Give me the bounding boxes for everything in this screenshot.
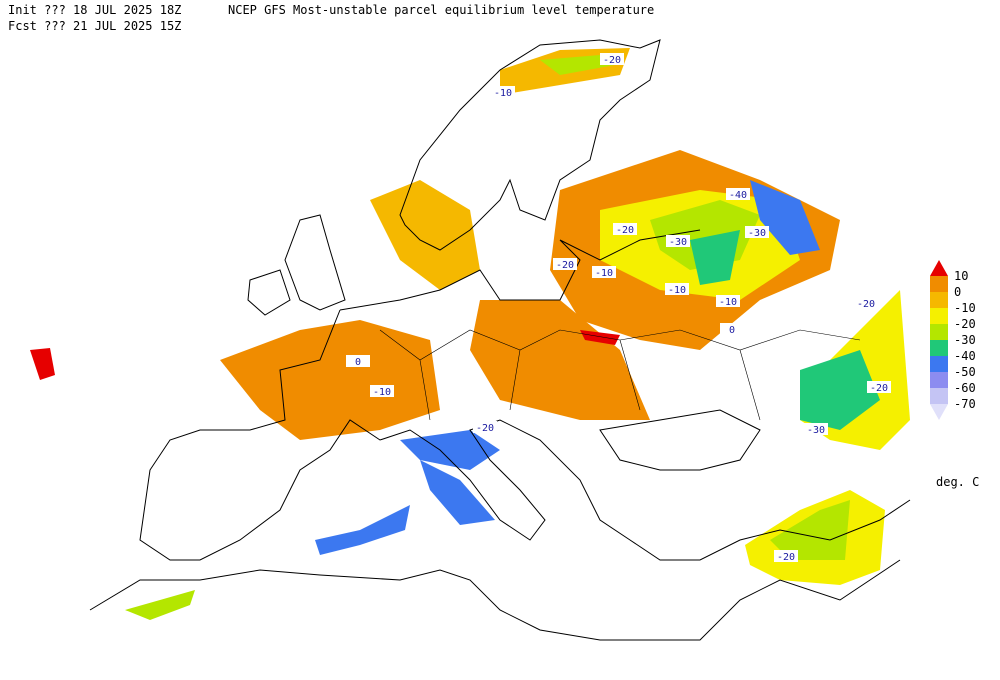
contour-label: -20: [556, 260, 574, 271]
contour-label-bg: [346, 355, 370, 367]
contour-label: -20: [476, 423, 494, 434]
contour-label-bg: [553, 258, 577, 270]
contour-label-bg: [745, 226, 769, 238]
contour-label-bg: [867, 381, 891, 393]
coast: [599, 409, 761, 471]
coast: [284, 214, 346, 311]
contour-label: -20: [777, 552, 795, 563]
contour-label-bg: [665, 283, 689, 295]
contour-label-bg: [473, 421, 497, 433]
coast: [139, 229, 911, 561]
colorbar-bin: [930, 388, 948, 404]
colorbar-bin: [930, 276, 948, 292]
field-patch: [470, 300, 650, 420]
init-label: Init ??? 18 JUL 2025 18Z: [8, 3, 181, 17]
colorbar-label: -70: [954, 397, 976, 411]
forecast-label: Fcst ??? 21 JUL 2025 15Z: [8, 19, 181, 33]
unit-label: deg. C: [936, 475, 979, 489]
contour-labels: -20 -10 -40 -20 -30 -30 -20 -10 -10 -10 0 0 -10 -20 -2…: [346, 53, 891, 563]
contour-label: -20: [870, 383, 888, 394]
colorbar-label: -50: [954, 365, 976, 379]
contour-label: -20: [857, 299, 875, 310]
field: [30, 48, 910, 620]
colorbar: 10 0 -10 -20 -30 -40 -50 -60 -70: [930, 260, 976, 420]
field-patch: [315, 505, 410, 555]
field-patch: [220, 320, 440, 440]
contour-label-bg: [592, 266, 616, 278]
field-patch: [750, 180, 820, 255]
field-patch: [770, 500, 850, 560]
field-patch: [540, 55, 615, 75]
contour-label: -20: [616, 225, 634, 236]
colorbar-bin: [930, 324, 948, 340]
coast: [247, 269, 291, 316]
field-patch: [690, 230, 740, 285]
field-patch: [30, 348, 55, 380]
colorbar-label: -60: [954, 381, 976, 395]
colorbar-label: -20: [954, 317, 976, 331]
border: [379, 329, 861, 421]
contour-label-bg: [491, 86, 515, 98]
field-patch: [580, 330, 620, 345]
colorbar-bin: [930, 356, 948, 372]
contour-label-bg: [600, 53, 624, 65]
contour-label: -30: [669, 237, 687, 248]
contour-label: -10: [668, 285, 686, 296]
contour-label-bg: [854, 297, 878, 309]
colorbar-label: -10: [954, 301, 976, 315]
colorbar-triangle: [930, 260, 948, 276]
field-patch: [400, 430, 500, 470]
contour-label: -10: [595, 268, 613, 279]
coastlines: [89, 39, 911, 641]
contour-label-bg: [774, 550, 798, 562]
contour-label-bg: [720, 323, 744, 335]
contour-label: -20: [603, 55, 621, 66]
colorbar-bin: [930, 340, 948, 356]
contour-label: -30: [748, 228, 766, 239]
colorbar-label: -40: [954, 349, 976, 363]
contour-label-bg: [726, 188, 750, 200]
title: NCEP GFS Most-unstable parcel equilibriu…: [228, 3, 654, 17]
colorbar-bin: [930, 308, 948, 324]
contour-label-bg: [613, 223, 637, 235]
contour-label: -10: [373, 387, 391, 398]
colorbar-bin: [930, 292, 948, 308]
contour-label-bg: [370, 385, 394, 397]
colorbar-label: 10: [954, 269, 968, 283]
colorbar-bin: [930, 372, 948, 388]
field-patch: [370, 180, 480, 290]
contour-label-bg: [716, 295, 740, 307]
colorbar-triangle: [930, 404, 948, 420]
contour-label: -30: [807, 425, 825, 436]
contour-label: -10: [719, 297, 737, 308]
contour-label-bg: [804, 423, 828, 435]
coast: [399, 39, 661, 251]
field-patch: [420, 460, 495, 525]
contour-label: 0: [355, 357, 361, 368]
contour-label: 0: [729, 325, 735, 336]
coast: [89, 559, 901, 641]
colorbar-label: -30: [954, 333, 976, 347]
field-patch: [800, 350, 880, 430]
contour-label-bg: [666, 235, 690, 247]
colorbar-label: 0: [954, 285, 961, 299]
field-patch: [125, 590, 195, 620]
contour-label: -10: [494, 88, 512, 99]
contour-label: -40: [729, 190, 747, 201]
